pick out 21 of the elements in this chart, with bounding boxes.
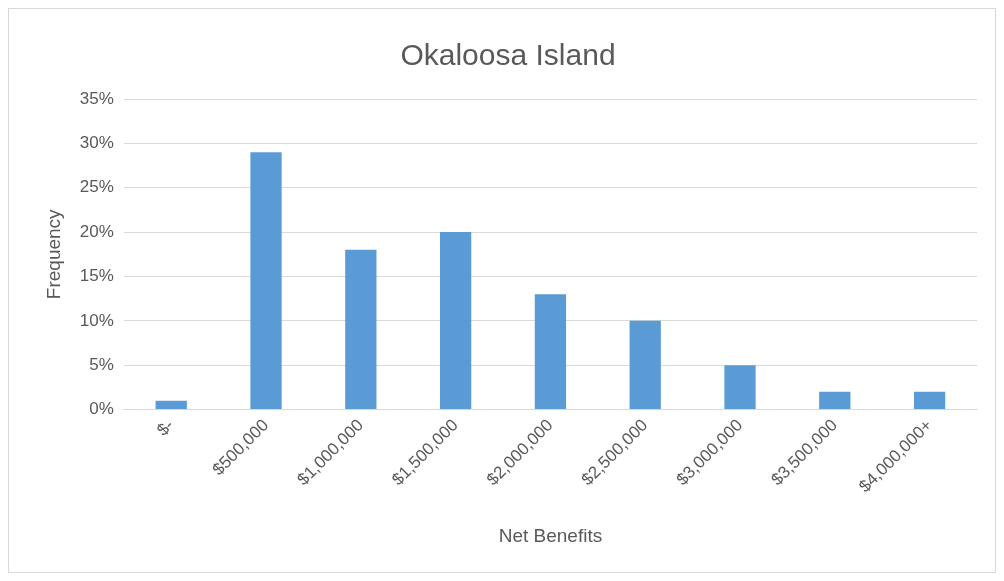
bar (913, 391, 946, 410)
y-axis-title: Frequency (42, 208, 64, 300)
y-tick-label: 30% (79, 133, 114, 153)
y-tick-label: 10% (79, 310, 114, 330)
chart-title: Okaloosa Island (400, 38, 616, 72)
bar (155, 400, 187, 410)
bar (439, 232, 472, 410)
y-tick-label: 25% (79, 177, 114, 197)
bar (819, 391, 851, 410)
bar (724, 365, 756, 410)
y-tick-label: 0% (89, 399, 114, 419)
x-axis-title: Net Benefits (498, 524, 603, 546)
bar (534, 294, 567, 410)
bar (345, 249, 377, 410)
y-tick-label: 35% (79, 88, 114, 108)
y-tick-label: 5% (89, 354, 114, 374)
y-tick-label: 15% (79, 266, 114, 286)
bar (629, 320, 661, 410)
x-tick-label: $- (153, 415, 178, 440)
y-tick-label: 20% (79, 221, 114, 241)
bar (250, 152, 282, 410)
